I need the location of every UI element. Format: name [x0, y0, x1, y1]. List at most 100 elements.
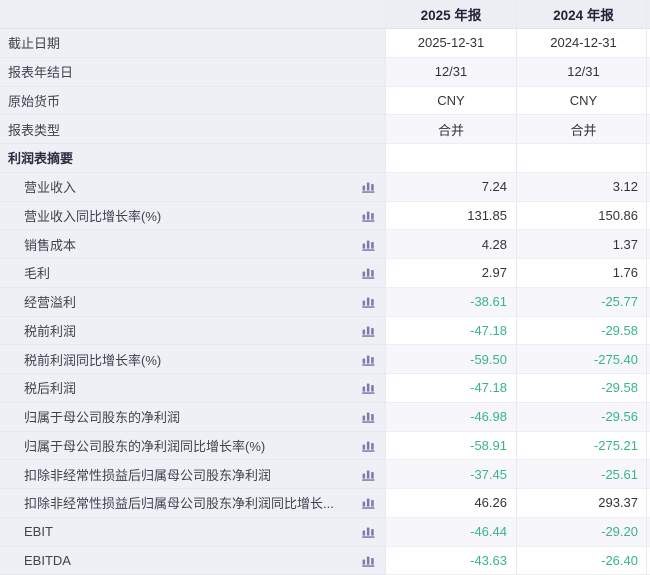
bar-chart-icon[interactable]	[360, 524, 376, 540]
value-2025: -37.45	[470, 466, 507, 482]
value-2025: -46.98	[470, 409, 507, 425]
row-label: 扣除非经常性损益后归属母公司股东净利润	[24, 467, 272, 483]
bar-chart-icon[interactable]	[360, 236, 376, 252]
row-label-cell: 归属于母公司股东的净利润	[0, 402, 386, 432]
value-2025: -38.61	[470, 294, 507, 310]
value-2025: 131.85	[467, 207, 507, 223]
table-row: 销售成本 4.28 1.37	[0, 230, 650, 259]
value-2025: -47.18	[470, 380, 507, 396]
bar-chart-icon[interactable]	[360, 552, 376, 568]
bar-chart-icon[interactable]	[360, 294, 376, 310]
header-empty-cell	[0, 0, 386, 29]
table-row: 税后利润 -47.18 -29.58	[0, 374, 650, 403]
row-label: 营业收入同比增长率(%)	[24, 208, 162, 224]
row-label-cell: 原始货币	[0, 86, 386, 116]
row-label-cell: 报表类型	[0, 115, 386, 144]
bar-chart-icon[interactable]	[360, 466, 376, 482]
row-label: 销售成本	[24, 237, 77, 253]
row-label-cell: EBITDA	[0, 546, 386, 575]
value-2024: -29.20	[601, 524, 638, 540]
value-2024: -275.21	[593, 437, 638, 453]
table-row: EBITDA -43.63 -26.40	[0, 546, 650, 575]
row-label-cell: 扣除非经常性损益后归属母公司股东净利润	[0, 460, 386, 489]
bar-chart-icon[interactable]	[360, 207, 376, 223]
value-2024: CNY	[569, 92, 598, 108]
value-2025: 7.24	[481, 179, 507, 195]
table-row: 营业收入同比增长率(%) 131.85 150.86	[0, 201, 650, 231]
value-2024: -25.77	[601, 294, 638, 310]
table-body: 截止日期 2025-12-31 2024-12-31 报表年结日 12/31 1…	[0, 29, 650, 575]
row-label-cell: 销售成本	[0, 230, 386, 259]
table-row: 报表年结日 12/31 12/31	[0, 57, 650, 87]
value-2025: 4.28	[481, 236, 507, 252]
bar-chart-icon[interactable]	[360, 265, 376, 281]
value-2025: 12/31	[434, 64, 468, 80]
row-label: 原始货币	[8, 93, 61, 109]
bar-chart-icon[interactable]	[360, 351, 376, 367]
table-row: 税前利润 -47.18 -29.58	[0, 316, 650, 346]
table-row: 报表类型 合并 合并	[0, 115, 650, 144]
row-label-cell: 截止日期	[0, 29, 386, 58]
row-label-cell: 营业收入同比增长率(%)	[0, 201, 386, 231]
table-row: 经营溢利 -38.61 -25.77	[0, 287, 650, 317]
row-label-cell: 税后利润	[0, 374, 386, 403]
row-label-cell: 报表年结日	[0, 57, 386, 87]
row-label-cell: 归属于母公司股东的净利润同比增长率(%)	[0, 431, 386, 461]
row-label: 归属于母公司股东的净利润同比增长率(%)	[24, 438, 266, 454]
value-2025: 46.26	[474, 495, 507, 511]
row-label: 报表类型	[8, 122, 61, 138]
value-2024: -275.40	[593, 351, 638, 367]
table-row: 截止日期 2025-12-31 2024-12-31	[0, 29, 650, 58]
value-2025: -59.50	[470, 351, 507, 367]
value-2024: 3.12	[612, 179, 638, 195]
table-row: 毛利 2.97 1.76	[0, 259, 650, 288]
value-2024: 293.37	[598, 495, 638, 511]
row-label-cell: 毛利	[0, 259, 386, 288]
row-label: 税后利润	[24, 381, 77, 397]
row-label-cell: 扣除非经常性损益后归属母公司股东净利润同比增长...	[0, 489, 386, 518]
row-label: 归属于母公司股东的净利润	[24, 410, 181, 426]
column-header-2024[interactable]: 2024 年报	[517, 0, 650, 29]
value-2024: -29.56	[601, 409, 638, 425]
value-2024: 150.86	[598, 207, 638, 223]
table-row: EBIT -46.44 -29.20	[0, 517, 650, 547]
value-2024: 2024-12-31	[550, 35, 617, 51]
row-label: 营业收入	[24, 180, 77, 196]
table-row: 归属于母公司股东的净利润 -46.98 -29.56	[0, 402, 650, 432]
table-row: 原始货币 CNY CNY	[0, 86, 650, 116]
bar-chart-icon[interactable]	[360, 380, 376, 396]
row-label: 税前利润	[24, 323, 77, 339]
bar-chart-icon[interactable]	[360, 495, 376, 511]
value-2025: -47.18	[470, 322, 507, 338]
value-2025: -58.91	[470, 437, 507, 453]
bar-chart-icon[interactable]	[360, 179, 376, 195]
table-row: 税前利润同比增长率(%) -59.50 -275.40	[0, 345, 650, 374]
row-label-cell: 利润表摘要	[0, 144, 386, 173]
value-2025: 2025-12-31	[417, 35, 485, 51]
table-row: 扣除非经常性损益后归属母公司股东净利润 -37.45 -25.61	[0, 460, 650, 489]
value-2024: 12/31	[567, 64, 600, 80]
column-header-2025[interactable]: 2025 年报	[386, 0, 517, 29]
bar-chart-icon[interactable]	[360, 409, 376, 425]
row-label: 截止日期	[8, 36, 61, 52]
value-2025: -43.63	[470, 552, 507, 568]
row-label: 税前利润同比增长率(%)	[24, 352, 162, 368]
value-2024: -25.61	[601, 466, 638, 482]
row-label-cell: 税前利润同比增长率(%)	[0, 345, 386, 374]
table-header-row: 2025 年报 2024 年报	[0, 0, 650, 29]
row-label: 经营溢利	[24, 295, 77, 311]
value-2024: 1.37	[612, 236, 638, 252]
value-2024: 1.76	[612, 265, 638, 281]
value-2025: 2.97	[481, 265, 507, 281]
value-2024: -29.58	[601, 380, 638, 396]
row-label: 毛利	[24, 266, 51, 282]
value-2025: 合并	[437, 122, 464, 138]
table-row: 利润表摘要	[0, 144, 650, 173]
value-2024: -29.58	[601, 322, 638, 338]
row-label: 扣除非经常性损益后归属母公司股东净利润同比增长...	[24, 496, 334, 512]
row-label-cell: 税前利润	[0, 316, 386, 346]
row-label-cell: 营业收入	[0, 172, 386, 202]
bar-chart-icon[interactable]	[360, 437, 376, 453]
bar-chart-icon[interactable]	[360, 322, 376, 338]
